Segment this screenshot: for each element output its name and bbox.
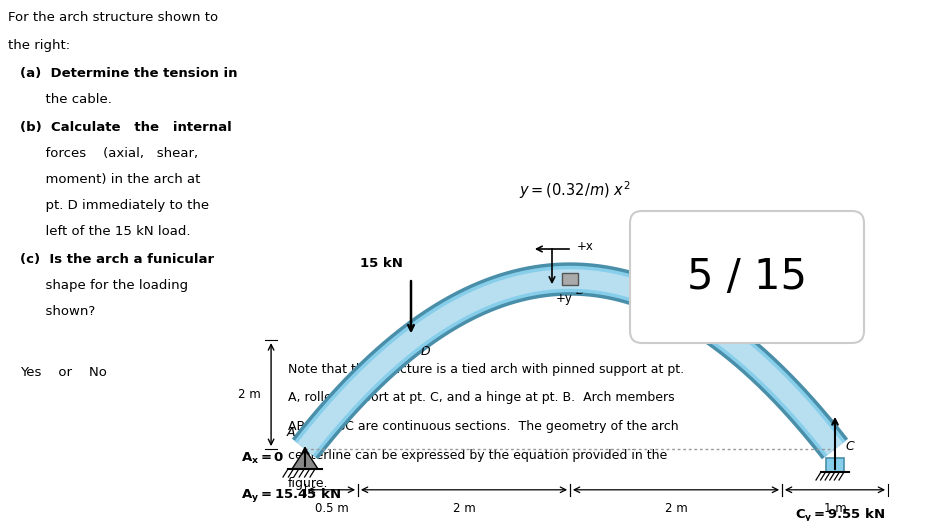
Text: 5 / 15: 5 / 15 (687, 256, 807, 298)
Text: 10 kN: 10 kN (737, 257, 780, 270)
Text: AB and BC are continuous sections.  The geometry of the arch: AB and BC are continuous sections. The g… (288, 420, 679, 433)
Text: 2 m: 2 m (453, 502, 476, 515)
Text: forces    (axial,   shear,: forces (axial, shear, (20, 147, 198, 160)
Text: +x: +x (577, 241, 593, 254)
Bar (562, 273, 578, 285)
Text: the cable.: the cable. (20, 93, 112, 106)
Text: figure.: figure. (288, 477, 328, 490)
Text: +y: +y (556, 292, 573, 305)
Text: C: C (845, 440, 854, 453)
Text: (b)  Calculate   the   internal: (b) Calculate the internal (20, 121, 232, 134)
Text: Note that the structure is a tied arch with pinned support at pt.: Note that the structure is a tied arch w… (288, 363, 684, 376)
Text: 1 m: 1 m (824, 502, 846, 515)
Text: B: B (576, 284, 585, 297)
Text: 2 m: 2 m (665, 502, 688, 515)
Text: $y = (0.32/m)\ x^2$: $y = (0.32/m)\ x^2$ (519, 179, 631, 201)
FancyBboxPatch shape (630, 211, 864, 343)
Bar (826, 458, 844, 472)
Text: 2 m: 2 m (239, 388, 262, 401)
Text: shape for the loading: shape for the loading (20, 279, 188, 292)
Text: 15 kN: 15 kN (360, 257, 403, 270)
Text: centerline can be expressed by the equation provided in the: centerline can be expressed by the equat… (288, 449, 668, 462)
Text: the right:: the right: (8, 39, 70, 52)
Text: For the arch structure shown to: For the arch structure shown to (8, 11, 218, 24)
Text: 0.5 m: 0.5 m (315, 502, 348, 515)
Text: (c)  Is the arch a funicular: (c) Is the arch a funicular (20, 253, 214, 266)
Text: A, roller support at pt. C, and a hinge at pt. B.  Arch members: A, roller support at pt. C, and a hinge … (288, 391, 674, 404)
Text: $\mathbf{A_x = 0}$: $\mathbf{A_x = 0}$ (242, 451, 285, 466)
Text: (a)  Determine the tension in: (a) Determine the tension in (20, 67, 238, 80)
Text: shown?: shown? (20, 305, 95, 318)
Text: moment) in the arch at: moment) in the arch at (20, 173, 201, 186)
Text: Yes    or    No: Yes or No (20, 366, 107, 379)
Text: A: A (286, 426, 295, 439)
Text: $\mathbf{A_y = 15.45\ kN}$: $\mathbf{A_y = 15.45\ kN}$ (242, 487, 341, 505)
Polygon shape (292, 449, 318, 469)
Text: pt. D immediately to the: pt. D immediately to the (20, 199, 209, 212)
Text: D: D (421, 345, 431, 358)
Text: $\mathbf{C_y = 9.55\ kN}$: $\mathbf{C_y = 9.55\ kN}$ (795, 507, 885, 521)
Text: left of the 15 kN load.: left of the 15 kN load. (20, 225, 190, 238)
